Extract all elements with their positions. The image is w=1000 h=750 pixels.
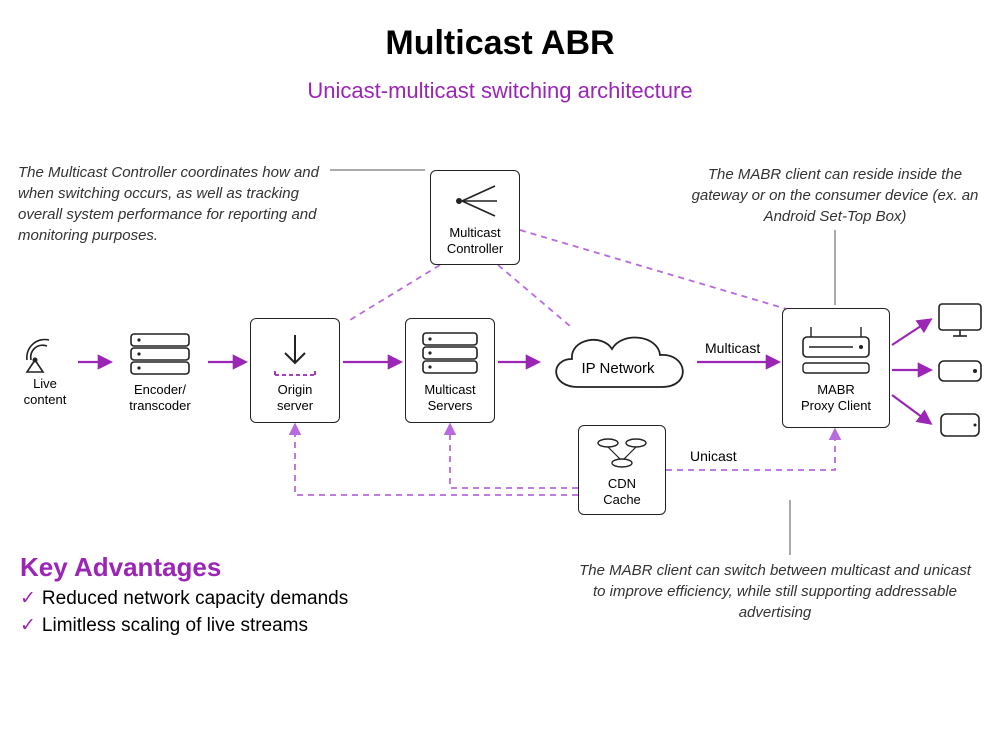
mabr-top-annotation: The MABR client can reside inside the ga… xyxy=(685,164,985,227)
advantages-heading: Key Advantages xyxy=(20,552,348,583)
device-settop xyxy=(935,355,985,392)
cache-icon xyxy=(592,432,652,474)
node-origin-server: Originserver xyxy=(250,318,340,423)
download-icon xyxy=(265,328,325,380)
node-label: Originserver xyxy=(277,382,313,413)
node-label: MulticastController xyxy=(447,225,503,256)
node-cdn-cache: CDNCache xyxy=(578,425,666,515)
device-mobile xyxy=(935,410,985,445)
settop-icon xyxy=(935,355,985,387)
monitor-icon xyxy=(935,300,985,342)
node-live-content: Livecontent xyxy=(15,330,75,407)
mobile-icon xyxy=(935,410,985,440)
node-encoder: Encoder/transcoder xyxy=(115,330,205,413)
node-ip-network: IP Network xyxy=(540,325,695,405)
device-monitor xyxy=(935,300,985,347)
advantage-text: Limitless scaling of live streams xyxy=(42,615,308,636)
node-label: IP Network xyxy=(581,360,655,377)
page-subtitle: Unicast-multicast switching architecture xyxy=(0,78,1000,104)
controller-annotation: The Multicast Controller coordinates how… xyxy=(18,162,328,246)
node-mabr-client: MABRProxy Client xyxy=(782,308,890,428)
advantage-item: ✓ Reduced network capacity demands xyxy=(20,587,348,610)
check-icon: ✓ xyxy=(20,615,36,636)
broadcast-icon xyxy=(445,179,505,223)
advantage-text: Reduced network capacity demands xyxy=(42,588,348,609)
cloud-icon: IP Network xyxy=(540,325,695,405)
node-multicast-servers: MulticastServers xyxy=(405,318,495,423)
node-label: CDNCache xyxy=(603,476,641,507)
gateway-icon xyxy=(793,322,879,380)
edge-label-unicast: Unicast xyxy=(690,448,737,464)
server-stack-icon xyxy=(417,328,483,380)
antenna-icon xyxy=(15,330,75,374)
server-stack-icon xyxy=(115,330,205,380)
mabr-bottom-annotation: The MABR client can switch between multi… xyxy=(575,560,975,623)
advantages-section: Key Advantages ✓ Reduced network capacity… xyxy=(20,552,348,637)
page-title: Multicast ABR xyxy=(0,24,1000,63)
node-label: MulticastServers xyxy=(424,382,475,413)
check-icon: ✓ xyxy=(20,588,36,609)
advantage-item: ✓ Limitless scaling of live streams xyxy=(20,614,348,637)
node-label: MABRProxy Client xyxy=(801,382,871,413)
node-multicast-controller: MulticastController xyxy=(430,170,520,265)
edge-label-multicast: Multicast xyxy=(705,340,760,356)
node-label: Encoder/transcoder xyxy=(115,382,205,413)
node-label: Livecontent xyxy=(15,376,75,407)
